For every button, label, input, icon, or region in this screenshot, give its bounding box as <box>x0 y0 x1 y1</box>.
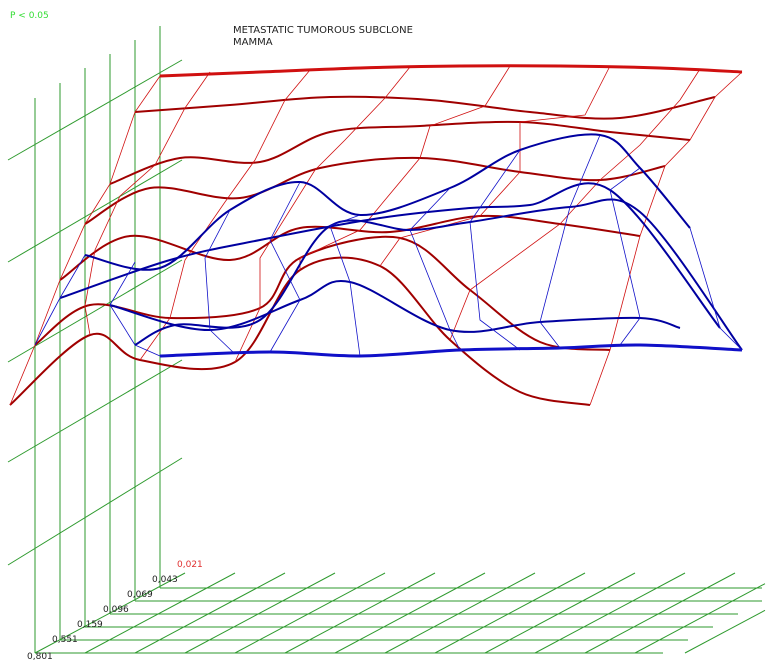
blue-surface-row <box>84 133 691 271</box>
red-surface-column <box>84 71 211 336</box>
red-surface-row <box>159 64 743 78</box>
wall-diagonal <box>7 457 183 566</box>
floor-diagonal <box>634 583 766 654</box>
blue-surface-column <box>689 227 743 351</box>
red-surface-column <box>379 65 611 267</box>
blue-surface-layer <box>34 133 743 358</box>
blue-surface-column <box>469 149 521 351</box>
blue-surface-column <box>34 254 86 346</box>
depth-tick-label: 0,069 <box>127 590 153 600</box>
wall-diagonal <box>7 159 183 263</box>
depth-tick-label: 0,021 <box>177 560 203 570</box>
blue-surface-column <box>609 167 641 346</box>
floor-diagonal <box>134 572 286 654</box>
chart-title-line-2: MAMMA <box>233 37 273 48</box>
depth-tick-label: 0,043 <box>152 575 178 585</box>
red-surface-column <box>299 65 511 270</box>
floor-diagonal <box>484 572 636 654</box>
blue-surface-column <box>109 261 161 357</box>
depth-tick-label: 0,801 <box>27 652 53 662</box>
red-surface-row <box>84 156 666 225</box>
floor-diagonal <box>384 572 536 654</box>
depth-tick-label: 0,159 <box>77 620 103 630</box>
floor-diagonal <box>684 609 766 654</box>
significance-label: P < 0.05 <box>10 11 49 21</box>
floor-diagonal <box>334 572 486 654</box>
red-surface-column <box>234 66 411 363</box>
depth-tick-label: 0,551 <box>52 635 78 645</box>
wall-diagonal <box>7 359 183 463</box>
blue-surface-column <box>409 187 461 351</box>
red-surface-column <box>139 69 311 361</box>
chart-title-line-1: METASTATIC TUMOROUS SUBCLONE <box>233 25 413 36</box>
red-surface-column <box>449 68 701 341</box>
floor-diagonal <box>534 572 686 654</box>
floor-diagonal <box>584 572 736 654</box>
blue-surface-column <box>539 134 601 349</box>
red-surface-row <box>34 235 611 351</box>
red-surface-row <box>109 120 691 185</box>
red-surface-row <box>9 256 591 406</box>
grid-layer <box>7 26 766 654</box>
blue-surface-column <box>269 181 301 353</box>
depth-tick-label: 0,096 <box>103 605 129 615</box>
floor-diagonal <box>84 572 236 654</box>
floor-diagonal <box>234 572 386 654</box>
floor-diagonal <box>184 572 336 654</box>
red-surface-column <box>589 71 743 406</box>
blue-surface-row <box>59 182 721 329</box>
floor-diagonal <box>284 572 436 654</box>
floor-diagonal <box>34 572 186 654</box>
red-surface-row <box>59 214 641 281</box>
red-surface-row <box>134 95 716 120</box>
blue-surface-column <box>204 209 236 355</box>
wall-diagonal <box>7 59 183 161</box>
blue-surface-column <box>329 214 361 357</box>
floor-diagonal <box>434 572 586 654</box>
wall-diagonal <box>7 259 183 363</box>
blue-surface-row <box>134 198 743 351</box>
